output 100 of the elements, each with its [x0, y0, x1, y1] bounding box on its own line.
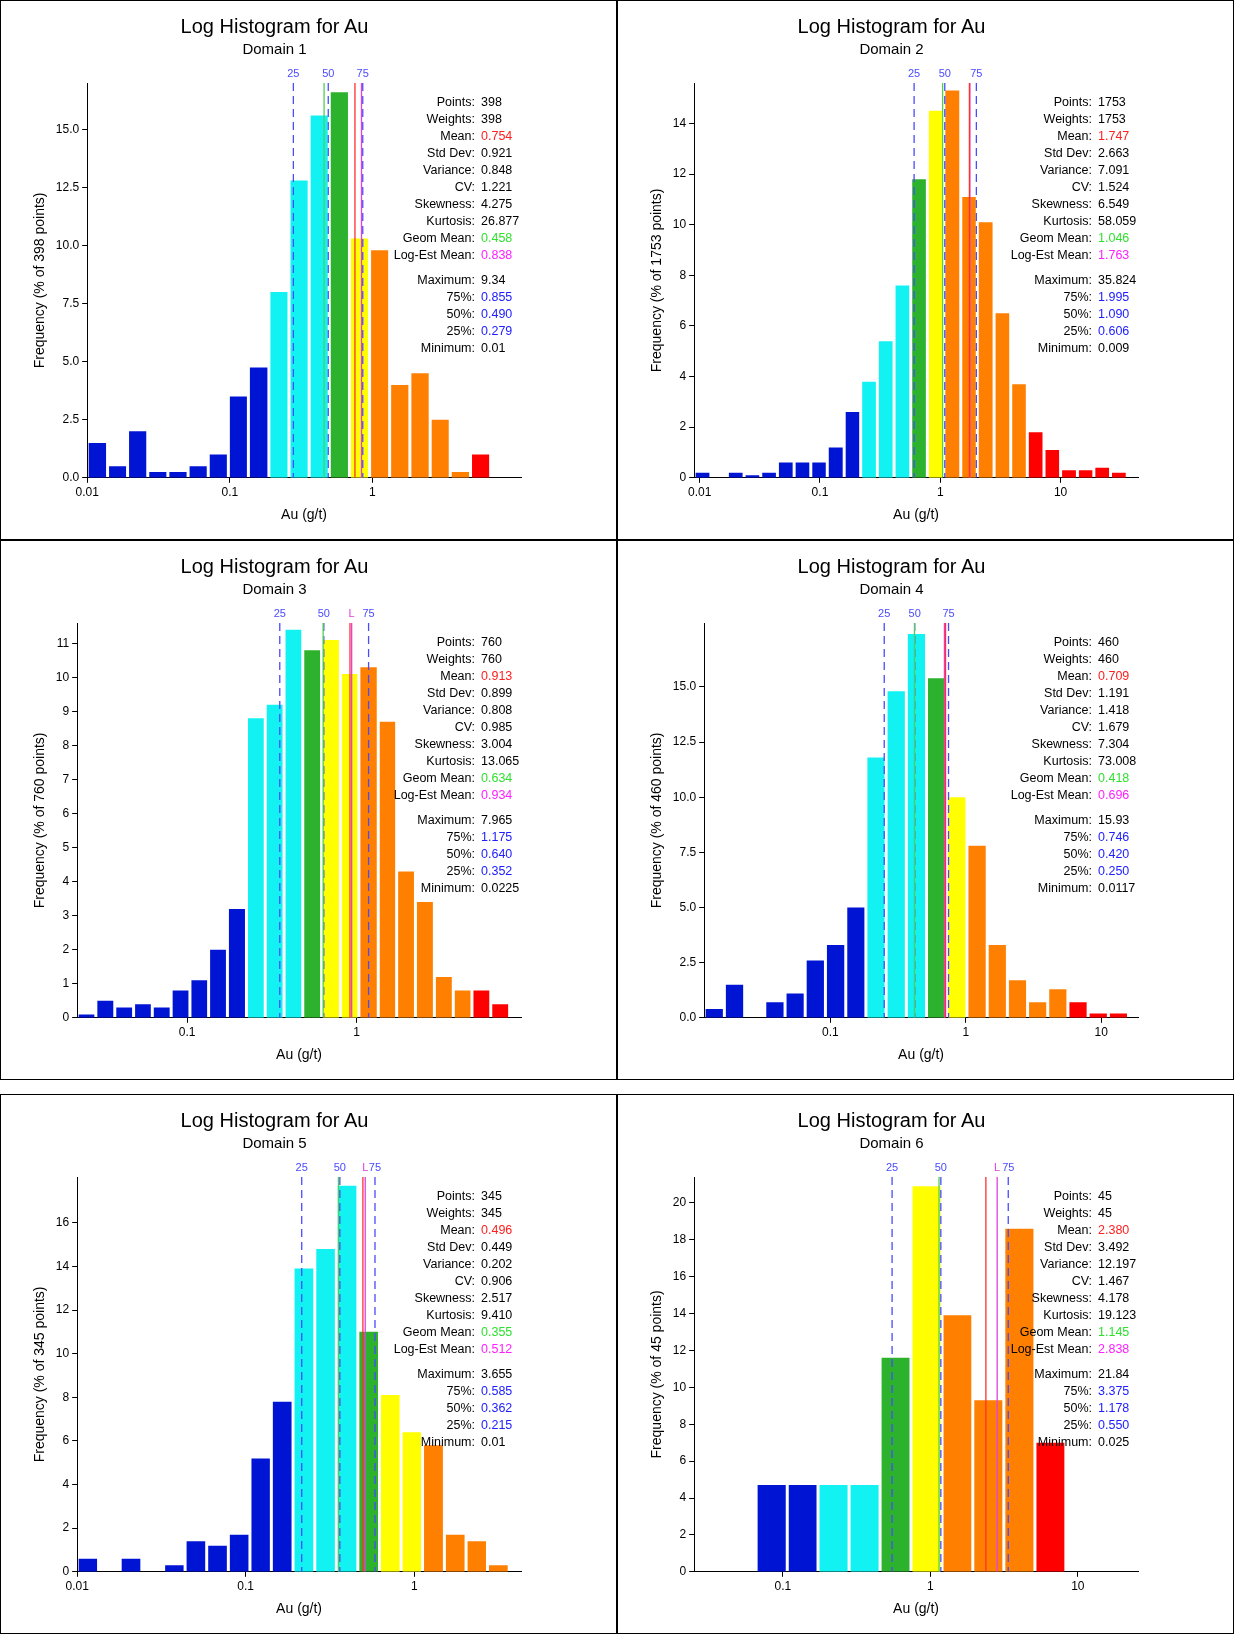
annotation: Skewness: 4.275 — [414, 197, 513, 212]
annotation: Std Dev: 3.492 — [1044, 1240, 1130, 1255]
text: 50 — [934, 1160, 947, 1173]
annotation: Kurtosis: 58.059 — [1043, 214, 1137, 229]
annotation: Variance: 0.808 — [423, 703, 513, 718]
annotation: Weights: 760 — [426, 652, 502, 667]
annotation: 50%: 0.362 — [446, 1401, 513, 1416]
text: 25 — [287, 66, 300, 79]
y-tick-label: 10 — [55, 1345, 70, 1360]
annotation: Points: 460 — [1053, 635, 1119, 650]
annotation: 25%: 0.215 — [446, 1418, 513, 1433]
chart-title: Log Histogram for Au — [180, 14, 369, 37]
y-tick-label: 12.5 — [55, 179, 80, 194]
annotation: CV: 1.221 — [454, 180, 513, 195]
x-tick-label: 0.1 — [221, 485, 239, 500]
x-tick-label: 0.01 — [75, 485, 100, 500]
annotation: Maximum: 21.84 — [1034, 1367, 1130, 1382]
annotation: Points: 398 — [436, 95, 502, 110]
text: 75 — [368, 1160, 382, 1173]
x-tick-label: 1 — [410, 1579, 418, 1594]
y-tick-label: 0 — [62, 1564, 70, 1579]
text: L — [362, 1160, 369, 1173]
x-tick-label: 10 — [1053, 485, 1068, 500]
text: 50 — [317, 606, 330, 619]
y-tick-label: 6 — [679, 318, 687, 333]
y-axis-title: Frequency (% of 398 points) — [31, 192, 48, 369]
annotation: Geom Mean: 0.355 — [402, 1325, 513, 1340]
annotation: 75%: 0.746 — [1063, 830, 1130, 845]
annotation: Minimum: 0.01 — [420, 1435, 506, 1450]
text: 50 — [333, 1160, 346, 1173]
chart-subtitle: Domain 2 — [859, 40, 924, 58]
annotation: 75%: 1.175 — [446, 830, 513, 845]
annotation: Mean: 0.754 — [440, 129, 513, 144]
annotation: 50%: 0.420 — [1063, 847, 1130, 862]
annotation: Std Dev: 0.449 — [427, 1240, 513, 1255]
annotation: Log-Est Mean: 1.763 — [1010, 248, 1130, 263]
chart-title: Log Histogram for Au — [797, 14, 986, 37]
x-tick-label: 1 — [962, 1025, 970, 1040]
annotation: Points: 45 — [1053, 1189, 1112, 1204]
y-tick-label: 4 — [62, 873, 70, 888]
annotation: Mean: 1.747 — [1057, 129, 1130, 144]
x-tick-label: 10 — [1094, 1025, 1109, 1040]
annotation: Variance: 1.418 — [1040, 703, 1130, 718]
x-axis-title: Au (g/t) — [893, 1600, 940, 1617]
x-axis-title: Au (g/t) — [281, 506, 328, 523]
y-tick-label: 5 — [62, 839, 70, 854]
chart-subtitle: Domain 5 — [242, 1134, 307, 1152]
x-tick-label: 0.1 — [237, 1579, 255, 1594]
chart-title: Log Histogram for Au — [180, 554, 369, 577]
x-tick-label: 1 — [927, 1579, 935, 1594]
y-tick-label: 12 — [672, 1342, 687, 1357]
y-tick-label: 0 — [679, 1564, 687, 1579]
chart-subtitle: Domain 6 — [859, 1134, 924, 1152]
y-tick-label: 15.0 — [55, 121, 80, 136]
y-tick-label: 6 — [62, 805, 70, 820]
annotation: Maximum: 3.655 — [417, 1367, 513, 1382]
annotation: Points: 760 — [436, 635, 502, 650]
y-axis-title: Frequency (% of 1753 points) — [648, 188, 665, 373]
y-tick-label: 5.0 — [679, 899, 697, 914]
annotation: Minimum: 0.009 — [1037, 341, 1130, 356]
y-tick-label: 20 — [672, 1195, 687, 1210]
annotation: Variance: 12.197 — [1040, 1257, 1137, 1272]
y-tick-label: 15.0 — [672, 679, 697, 694]
y-tick-label: 6 — [62, 1433, 70, 1448]
x-tick-label: 0.1 — [774, 1579, 792, 1594]
annotation: Mean: 0.913 — [440, 669, 513, 684]
chart-title: Log Histogram for Au — [797, 554, 986, 577]
annotation: Kurtosis: 26.877 — [426, 214, 520, 229]
annotation: Kurtosis: 73.008 — [1043, 754, 1137, 769]
annotation: 25%: 0.250 — [1063, 864, 1130, 879]
annotation: Geom Mean: 0.418 — [1019, 771, 1130, 786]
y-tick-label: 2.5 — [62, 412, 80, 427]
y-tick-label: 10.0 — [672, 789, 697, 804]
y-axis-title: Frequency (% of 760 points) — [31, 732, 48, 909]
y-tick-label: 7 — [62, 771, 70, 786]
y-tick-label: 10.0 — [55, 237, 80, 252]
y-tick-label: 2 — [679, 419, 687, 434]
y-tick-label: 4 — [679, 368, 687, 383]
annotation: Variance: 0.848 — [423, 163, 513, 178]
y-tick-label: 11 — [56, 635, 70, 650]
annotation: 75%: 0.855 — [446, 290, 513, 305]
text: 75 — [1002, 1160, 1015, 1173]
annotation: Skewness: 7.304 — [1031, 737, 1130, 752]
annotation: Geom Mean: 1.046 — [1019, 231, 1130, 246]
annotation: Variance: 0.202 — [423, 1257, 513, 1272]
annotation: Skewness: 6.549 — [1031, 197, 1130, 212]
annotation: Geom Mean: 0.458 — [402, 231, 513, 246]
y-tick-label: 10 — [672, 1379, 687, 1394]
y-tick-label: 10 — [672, 217, 687, 232]
chart-subtitle: Domain 3 — [242, 580, 307, 598]
y-axis-title: Frequency (% of 460 points) — [648, 732, 665, 909]
chart-subtitle: Domain 1 — [242, 40, 307, 58]
annotation: Weights: 1753 — [1043, 112, 1126, 127]
y-tick-label: 5.0 — [62, 353, 80, 368]
annotation: Weights: 398 — [426, 112, 502, 127]
text: 75 — [356, 66, 369, 79]
y-tick-label: 2.5 — [679, 954, 697, 969]
x-tick-label: 1 — [936, 485, 944, 500]
y-tick-label: 0 — [62, 1010, 70, 1025]
annotation: Kurtosis: 19.123 — [1043, 1308, 1137, 1323]
